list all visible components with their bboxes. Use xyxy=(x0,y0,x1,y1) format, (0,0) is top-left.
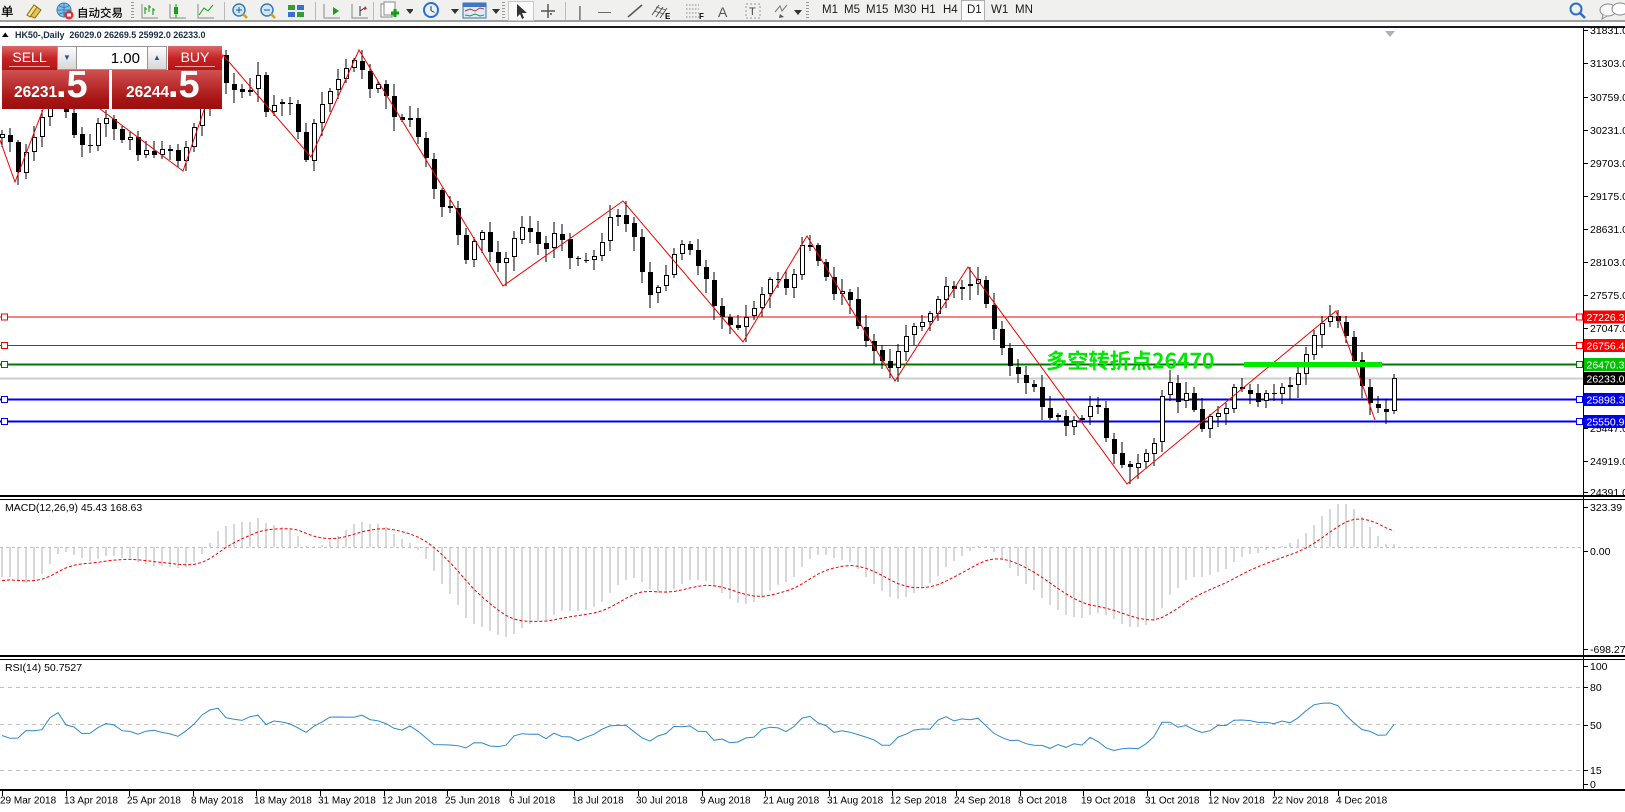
svg-text:25 Jun 2018: 25 Jun 2018 xyxy=(445,796,500,807)
svg-text:24391.0: 24391.0 xyxy=(1590,487,1625,499)
svg-text:28631.0: 28631.0 xyxy=(1590,224,1625,236)
svg-text:E: E xyxy=(665,12,671,21)
svg-text:25898.3: 25898.3 xyxy=(1587,394,1625,406)
svg-text:27575.0: 27575.0 xyxy=(1590,290,1625,302)
svg-text:-698.27: -698.27 xyxy=(1590,644,1625,656)
svg-text:HK50-,Daily 26029.0 26269.5 2: HK50-,Daily 26029.0 26269.5 25992.0 2623… xyxy=(15,30,205,40)
svg-text:8 Oct 2018: 8 Oct 2018 xyxy=(1018,796,1067,807)
svg-text:T: T xyxy=(749,6,756,18)
svg-text:21 Aug 2018: 21 Aug 2018 xyxy=(763,796,820,807)
svg-text:MACD(12,26,9) 45.43 168.63: MACD(12,26,9) 45.43 168.63 xyxy=(5,502,142,514)
svg-text:22 Nov 2018: 22 Nov 2018 xyxy=(1272,796,1329,807)
svg-text:25550.9: 25550.9 xyxy=(1587,416,1625,428)
svg-text:19 Oct 2018: 19 Oct 2018 xyxy=(1081,796,1136,807)
svg-text:24919.0: 24919.0 xyxy=(1590,456,1625,468)
svg-text:12 Jun 2018: 12 Jun 2018 xyxy=(382,796,437,807)
svg-text:100: 100 xyxy=(1590,661,1608,673)
svg-text:30231.0: 30231.0 xyxy=(1590,125,1625,137)
svg-text:31831.0: 31831.0 xyxy=(1590,25,1625,37)
svg-text:12 Sep 2018: 12 Sep 2018 xyxy=(890,796,947,807)
svg-text:26233.0: 26233.0 xyxy=(1587,373,1625,385)
svg-text:26470.3: 26470.3 xyxy=(1587,359,1625,371)
svg-text:F: F xyxy=(699,12,704,21)
svg-text:29 Mar 2018: 29 Mar 2018 xyxy=(0,796,57,807)
svg-text:30759.0: 30759.0 xyxy=(1590,92,1625,104)
svg-text:4 Dec 2018: 4 Dec 2018 xyxy=(1336,796,1388,807)
svg-text:24 Sep 2018: 24 Sep 2018 xyxy=(954,796,1011,807)
svg-text:50: 50 xyxy=(1590,720,1602,732)
svg-text:80: 80 xyxy=(1590,682,1602,694)
svg-text:0: 0 xyxy=(1590,779,1596,791)
svg-text:31 Oct 2018: 31 Oct 2018 xyxy=(1145,796,1200,807)
svg-text:0.00: 0.00 xyxy=(1590,546,1611,558)
svg-text:25 Apr 2018: 25 Apr 2018 xyxy=(127,796,181,807)
svg-text:18 Jul 2018: 18 Jul 2018 xyxy=(572,796,624,807)
svg-text:6 Jul 2018: 6 Jul 2018 xyxy=(509,796,556,807)
svg-text:8 May 2018: 8 May 2018 xyxy=(191,796,244,807)
svg-text:26756.4: 26756.4 xyxy=(1587,340,1625,352)
svg-text:18 May 2018: 18 May 2018 xyxy=(254,796,312,807)
svg-text:15: 15 xyxy=(1590,765,1602,777)
svg-text:29703.0: 29703.0 xyxy=(1590,158,1625,170)
svg-text:27226.3: 27226.3 xyxy=(1587,312,1625,324)
svg-text:31 Aug 2018: 31 Aug 2018 xyxy=(827,796,884,807)
svg-text:30 Jul 2018: 30 Jul 2018 xyxy=(636,796,688,807)
svg-text:9 Aug 2018: 9 Aug 2018 xyxy=(700,796,751,807)
svg-text:31 May 2018: 31 May 2018 xyxy=(318,796,376,807)
svg-text:27047.0: 27047.0 xyxy=(1590,323,1625,335)
svg-text:12 Nov 2018: 12 Nov 2018 xyxy=(1208,796,1265,807)
svg-text:323.39: 323.39 xyxy=(1590,502,1622,514)
svg-text:31303.0: 31303.0 xyxy=(1590,58,1625,70)
svg-text:28103.0: 28103.0 xyxy=(1590,257,1625,269)
svg-text:13 Apr 2018: 13 Apr 2018 xyxy=(64,796,118,807)
svg-text:29175.0: 29175.0 xyxy=(1590,191,1625,203)
svg-text:RSI(14) 50.7527: RSI(14) 50.7527 xyxy=(5,662,82,674)
